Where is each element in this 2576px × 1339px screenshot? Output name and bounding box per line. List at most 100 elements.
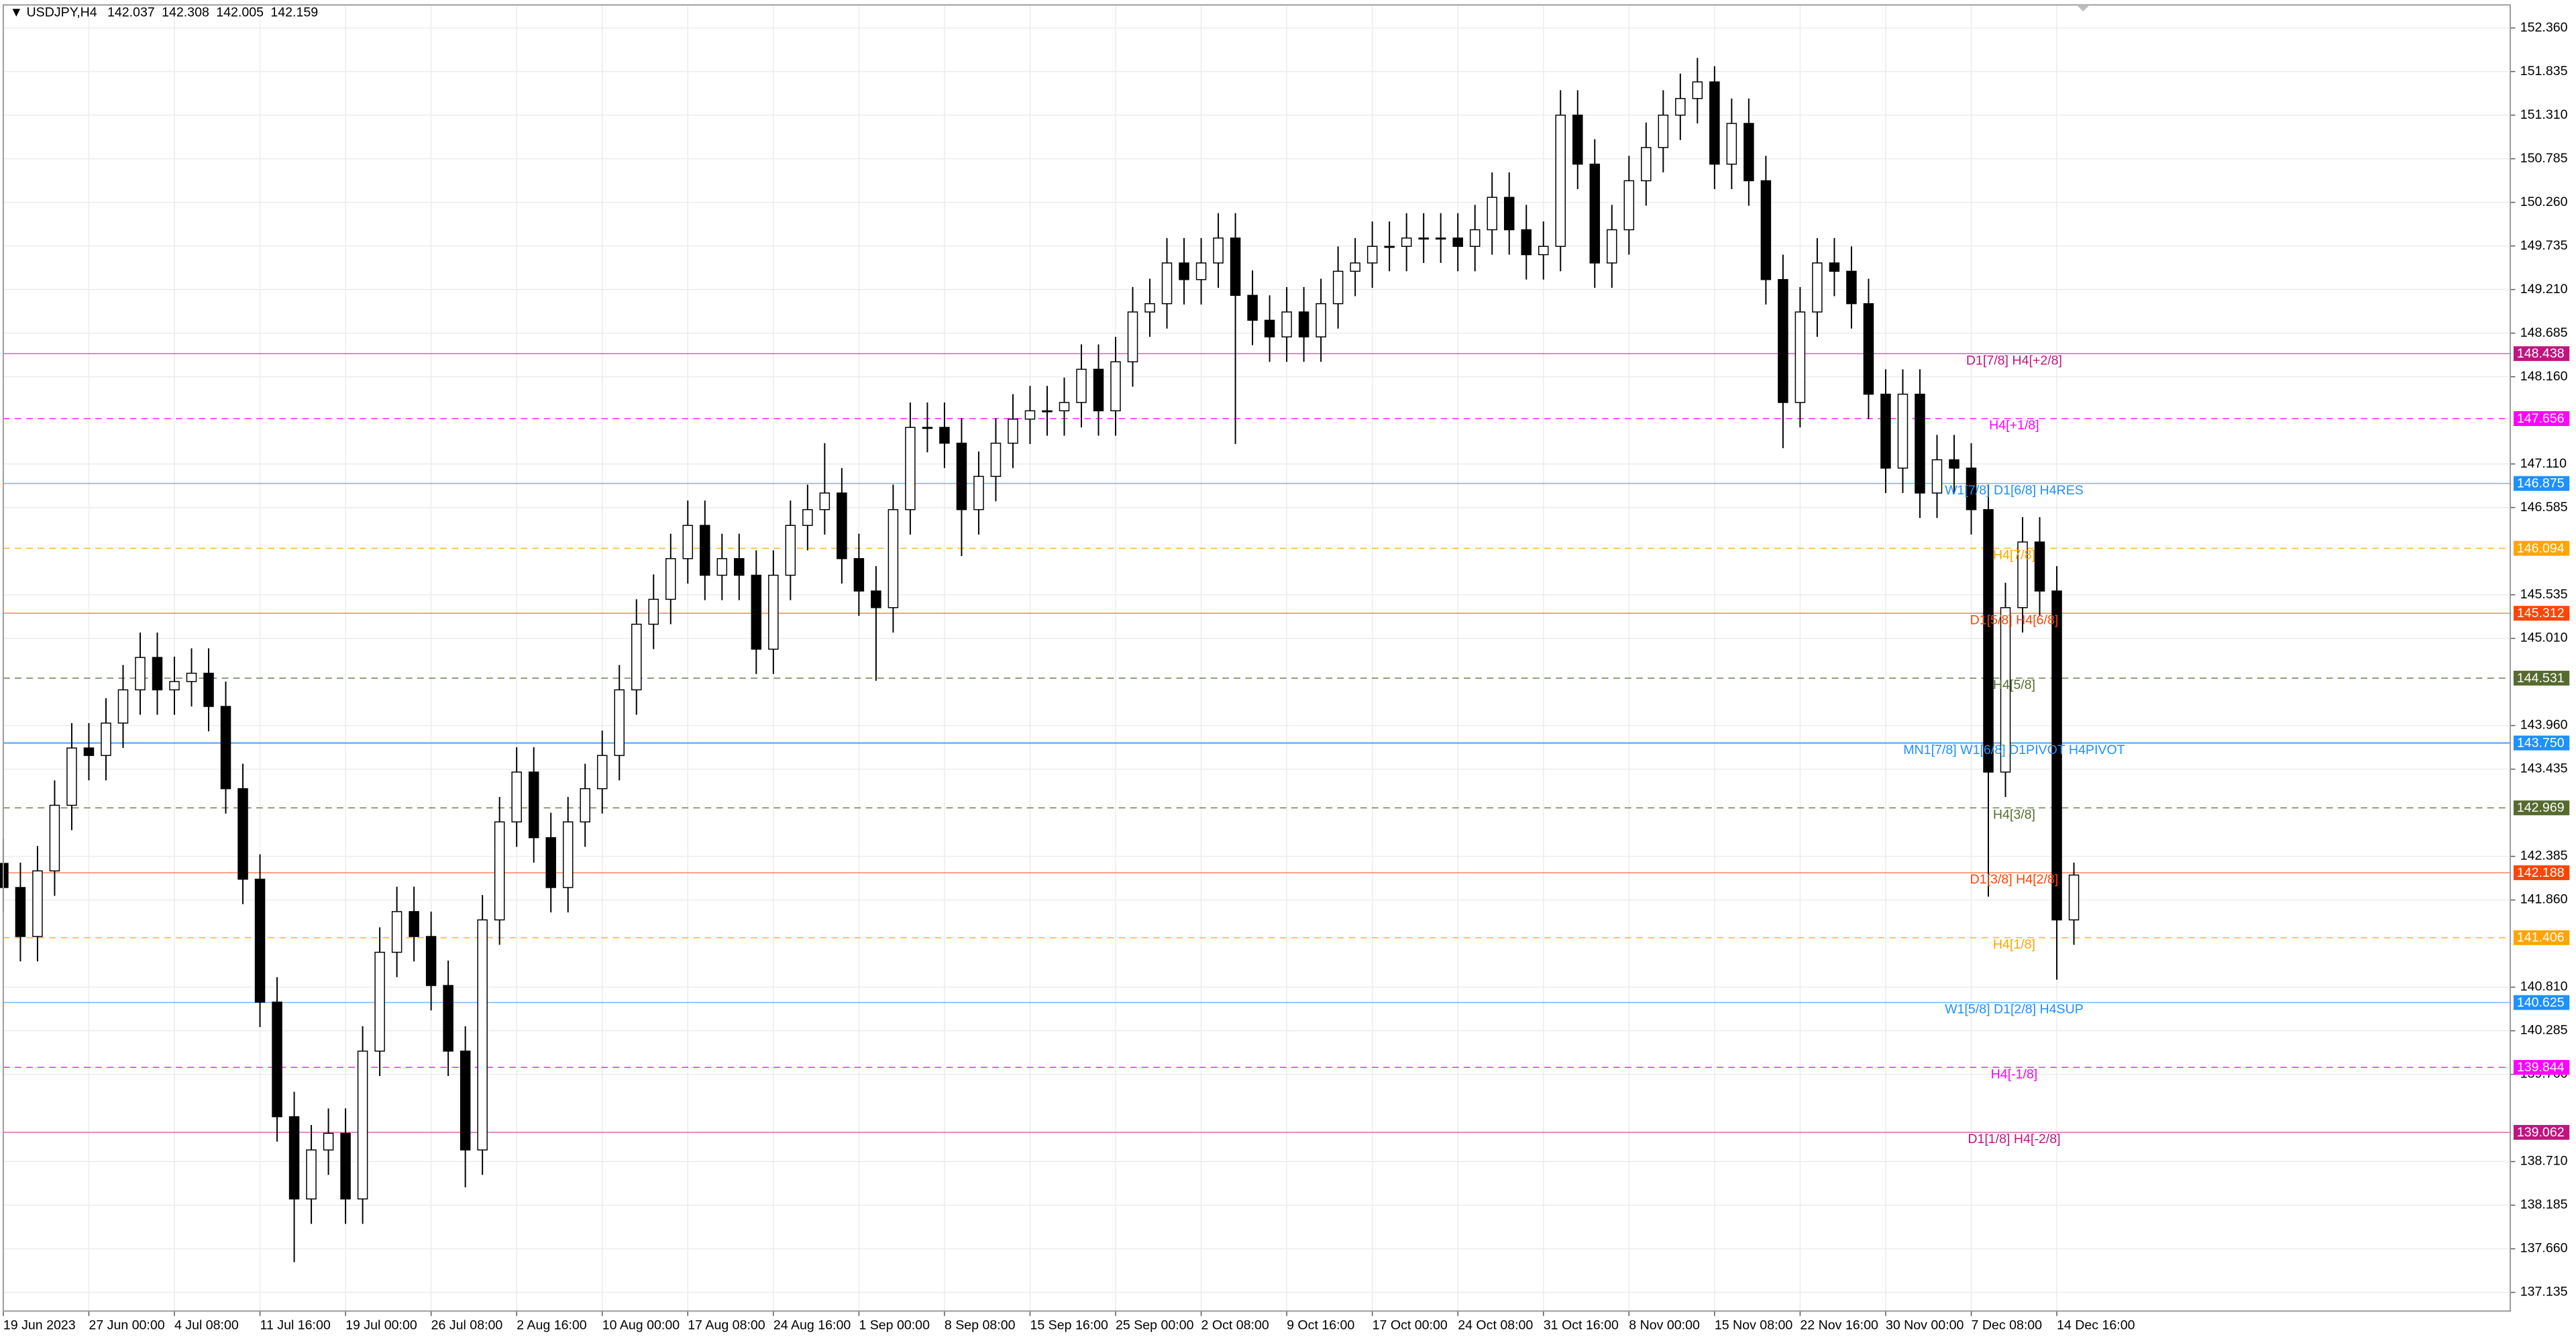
level-label: W1[5/8] D1[2/8] H4SUP [1945, 1002, 2084, 1017]
candle-body [528, 771, 539, 839]
candle-body [1110, 361, 1121, 412]
candle-body [374, 951, 385, 1052]
level-label: D1[3/8] H4[2/8] [1970, 872, 2059, 887]
level-badge-text: 147.656 [2517, 411, 2565, 426]
level-badge [2513, 865, 2570, 880]
candle-body [1213, 237, 1224, 264]
level-badge [2513, 1060, 2570, 1075]
candle-body [1572, 114, 1583, 165]
candle-body [494, 821, 505, 920]
level-label: D1[1/8] H4[-2/8] [1968, 1132, 2060, 1146]
level-label: H4[3/8] [1993, 807, 2035, 822]
candle-body [580, 788, 590, 822]
x-tick-label: 8 Nov 00:00 [1629, 1318, 1700, 1333]
candle-body [734, 557, 745, 576]
level-label: H4[+1/8] [1989, 418, 2039, 433]
candle-body [203, 672, 214, 707]
candle-body [1966, 468, 1977, 511]
level-badge [2513, 800, 2570, 816]
candle-body [1760, 180, 1772, 280]
candle-body [545, 837, 556, 888]
level-badge-text: 146.875 [2517, 476, 2565, 491]
candle-body [990, 442, 1002, 477]
level-badge-text: 143.750 [2517, 735, 2565, 750]
candle-body [511, 771, 522, 822]
candle-body [853, 557, 865, 592]
candle-body [905, 427, 916, 511]
x-tick-label: 8 Sep 08:00 [945, 1318, 1016, 1333]
candle-body [135, 657, 146, 691]
candle-body [1127, 311, 1138, 363]
candle-body [2000, 607, 2011, 773]
candle-body [1195, 262, 1207, 280]
candle-body [186, 672, 197, 682]
candle-body [288, 1116, 300, 1199]
y-tick-label: 138.185 [2520, 1197, 2568, 1212]
level-label: H4[7/8] [1993, 548, 2035, 563]
candle-body [1949, 459, 1960, 469]
candle-body [152, 657, 163, 691]
candle-body [1846, 270, 1857, 305]
candle-body [1179, 262, 1189, 280]
candle-body [1503, 197, 1515, 231]
candle-body [477, 919, 488, 1150]
candle-body [1829, 262, 1840, 272]
x-tick-label: 25 Sep 00:00 [1116, 1318, 1194, 1333]
candle-body [973, 476, 984, 511]
candle-body [819, 492, 830, 511]
level-label: H4[1/8] [1993, 937, 2035, 952]
candle-body [1658, 114, 1669, 148]
labels: 152.360 151.835 151.310 150.785 150.260 149.7… [3, 20, 2570, 1333]
candle-body [1692, 81, 1703, 99]
y-tick-label: 141.860 [2520, 892, 2568, 907]
candle-body [1264, 319, 1275, 337]
candle-body [1812, 262, 1823, 313]
candle-body [169, 681, 180, 691]
x-tick-label: 14 Dec 16:00 [2057, 1318, 2135, 1333]
candle-body [1743, 123, 1754, 182]
level-label: H4[-1/8] [1991, 1067, 2038, 1081]
candle-body [1778, 279, 1788, 403]
level-badge [2513, 541, 2570, 556]
candle-body [1709, 81, 1720, 165]
x-tick-label: 15 Nov 08:00 [1715, 1318, 1793, 1333]
candle-body [391, 911, 402, 953]
y-tick-label: 150.260 [2520, 195, 2568, 209]
y-tick-label: 138.710 [2520, 1154, 2568, 1169]
candle-body [1675, 98, 1686, 116]
level-badge [2513, 735, 2570, 751]
candle-body [83, 747, 95, 756]
y-tick-label: 148.160 [2520, 369, 2568, 384]
x-tick-label: 24 Aug 16:00 [773, 1318, 851, 1333]
grid [3, 5, 2516, 1316]
candle-body [1418, 237, 1429, 240]
x-tick-label: 15 Sep 16:00 [1030, 1318, 1108, 1333]
candle-body [631, 623, 642, 691]
candle-body [1384, 246, 1395, 248]
level-badge [2513, 606, 2570, 621]
y-tick-label: 145.010 [2520, 631, 2568, 645]
candle-body [1316, 303, 1326, 337]
level-badge [2513, 1124, 2570, 1140]
level-badge [2513, 476, 2570, 491]
candle-body [1607, 229, 1617, 264]
candle-body [1589, 163, 1601, 264]
candle-body [1298, 311, 1309, 337]
candle-body [117, 689, 129, 724]
x-tick-label: 7 Dec 08:00 [1971, 1318, 2042, 1333]
candle-body [665, 557, 676, 600]
level-label: W1[7/8] D1[6/8] H4RES [1945, 483, 2084, 498]
x-tick-label: 4 Jul 08:00 [174, 1318, 239, 1333]
level-badge [2513, 995, 2570, 1010]
candle-body [648, 598, 659, 625]
candle-body [1641, 147, 1652, 182]
x-tick-label: 22 Nov 16:00 [1800, 1318, 1878, 1333]
candle-body [871, 590, 881, 608]
candle-body [1059, 402, 1070, 412]
level-badge-text: 140.625 [2517, 995, 2565, 1010]
candle-body [888, 508, 899, 608]
y-tick-label: 150.785 [2520, 151, 2568, 166]
level-label: H4[5/8] [1993, 678, 2035, 692]
